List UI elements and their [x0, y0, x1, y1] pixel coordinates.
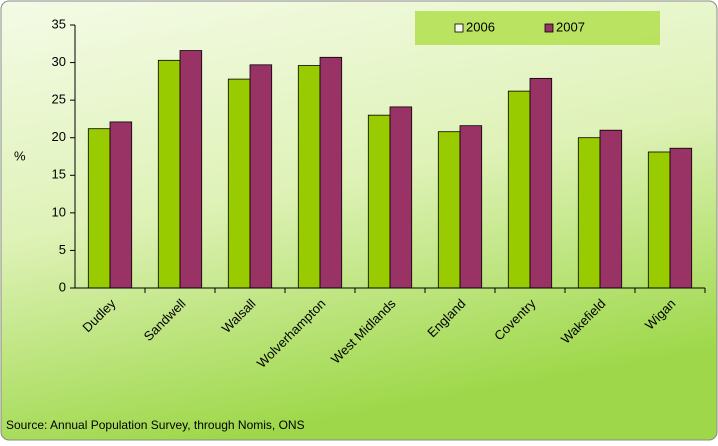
bar: [297, 65, 321, 289]
bar: [577, 137, 601, 289]
bar: [459, 125, 483, 289]
bar: [389, 106, 413, 289]
y-tick-label: 0: [59, 279, 66, 294]
legend-label: 2007: [556, 19, 585, 34]
bar: [87, 128, 111, 289]
bar: [669, 147, 693, 289]
bar: [109, 121, 133, 289]
y-tick-label: 15: [52, 167, 66, 182]
legend-swatch: [544, 23, 554, 33]
bar: [249, 64, 273, 289]
source-note: Source: Annual Population Survey, throug…: [6, 418, 305, 432]
bar: [529, 77, 553, 289]
bar: [157, 59, 181, 289]
bar: [319, 56, 343, 289]
bar: [179, 50, 203, 289]
bar: [507, 90, 531, 289]
legend-label: 2006: [466, 19, 495, 34]
y-tick-label: 35: [52, 16, 66, 31]
bar: [437, 131, 461, 289]
y-tick-label: 5: [59, 242, 66, 257]
bar: [367, 114, 391, 289]
legend-box: [415, 11, 660, 45]
y-tick-label: 10: [52, 204, 66, 219]
y-tick-label: 20: [52, 129, 66, 144]
legend-swatch: [454, 23, 464, 33]
bar: [227, 78, 251, 289]
y-tick-label: 30: [52, 54, 66, 69]
y-tick-label: 25: [52, 92, 66, 107]
y-axis-label: %: [14, 148, 26, 163]
bar: [599, 129, 623, 289]
bar: [647, 151, 671, 289]
